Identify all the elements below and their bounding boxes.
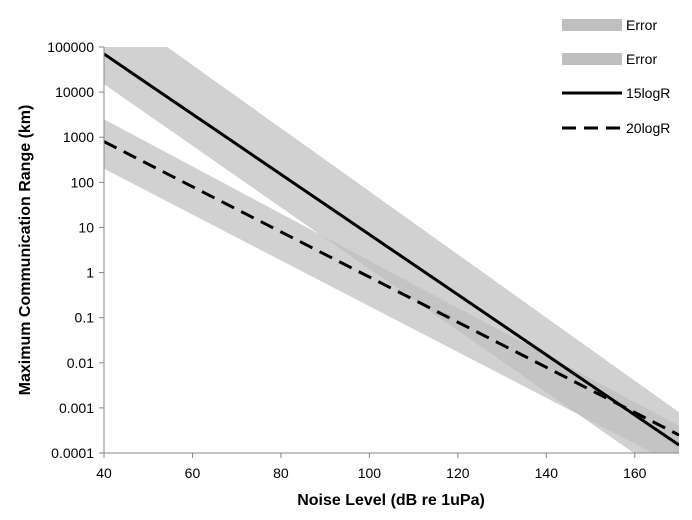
legend: Error Error 15logR 20logR — [562, 17, 670, 136]
y-tick-label: 0.1 — [75, 310, 95, 326]
error-bands — [104, 47, 679, 453]
y-tick-label: 1000 — [63, 129, 94, 145]
legend-label: Error — [626, 17, 657, 33]
x-tick-label: 160 — [623, 465, 647, 481]
series-line-20logR — [104, 140, 679, 437]
y-tick-label: 0.01 — [67, 355, 94, 371]
y-tick-label: 100000 — [47, 39, 94, 55]
x-tick-label: 140 — [535, 465, 559, 481]
y-tick-label: 0.0001 — [51, 445, 94, 461]
error-band-2 — [104, 119, 679, 453]
x-tick-label: 40 — [96, 465, 112, 481]
y-tick-label: 10 — [78, 219, 94, 235]
y-tick-label: 10000 — [55, 84, 94, 100]
legend-swatch-error — [562, 53, 622, 65]
x-tick-label: 120 — [446, 465, 470, 481]
x-tick-label: 100 — [358, 465, 382, 481]
x-tick-label: 80 — [273, 465, 289, 481]
legend-label: Error — [626, 51, 657, 67]
series-line-15logR — [104, 52, 679, 447]
x-tick-label: 60 — [185, 465, 201, 481]
y-axis-title: Maximum Communication Range (km) — [17, 105, 34, 396]
axes — [99, 46, 679, 458]
y-tick-labels: 100000 10000 1000 100 10 1 0.1 0.01 0.001 0.0001 — [47, 39, 94, 461]
x-tick-labels: 40 60 80 100 120 140 160 — [96, 465, 646, 481]
legend-label: 20logR — [626, 120, 670, 136]
y-tick-label: 100 — [71, 174, 95, 190]
y-tick-label: 1 — [86, 265, 94, 281]
legend-label: 15logR — [626, 85, 670, 101]
y-tick-label: 0.001 — [59, 400, 94, 416]
x-axis-title: Noise Level (dB re 1uPa) — [297, 492, 485, 509]
series-lines — [104, 52, 679, 447]
legend-swatch-error — [562, 19, 622, 31]
